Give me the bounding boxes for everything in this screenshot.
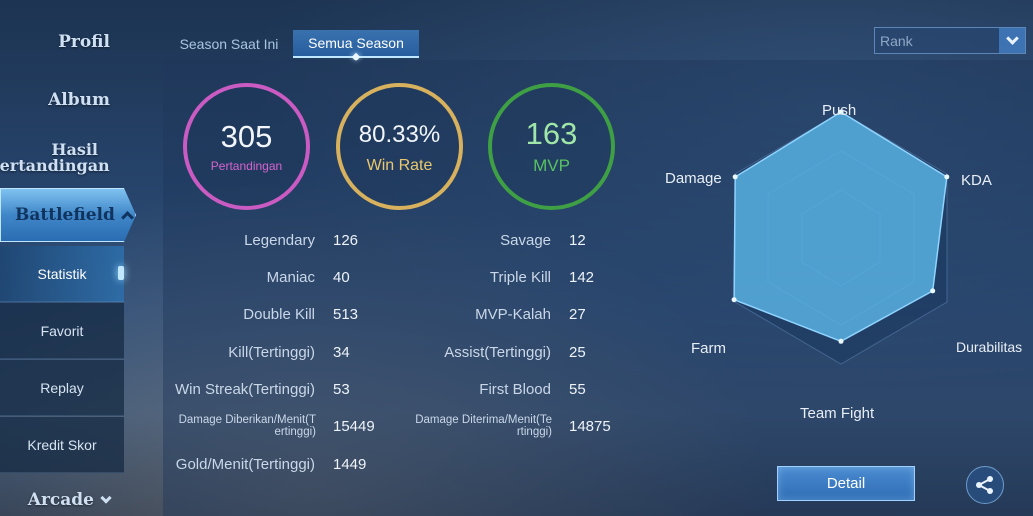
stat-label-line: Damage Diberikan/Menit(T — [178, 414, 316, 426]
sidebar-item-profil[interactable]: Profil — [58, 32, 110, 52]
stat-label-triple-kill: Triple Kill — [489, 269, 551, 286]
radar-point-damage — [732, 174, 738, 180]
sidebar: Profil Album Hasil Pertandingan Battlefi… — [0, 0, 160, 516]
stat-label-assist-tertinggi: Assist(Tertinggi) — [444, 344, 551, 361]
stat-label-gold-menit: Gold/Menit(Tertinggi) — [175, 456, 315, 473]
stat-value-savage: 12 — [569, 232, 586, 249]
stat-label-maniac: Maniac — [266, 269, 315, 286]
submenu-item-statistik[interactable]: Statistik — [0, 246, 124, 302]
chevron-down-icon[interactable] — [999, 28, 1025, 53]
sidebar-item-hasil-pertandingan[interactable]: Hasil Pertandingan — [0, 142, 112, 174]
radar-label-durabilitas: Durabilitas — [956, 339, 1023, 355]
radar-point-kda — [944, 174, 950, 180]
stat-label-double-kill: Double Kill — [243, 306, 315, 323]
stat-value-legendary: 126 — [333, 232, 359, 249]
mvp-circle: 163 MVP — [488, 83, 615, 210]
radar-label-kda: KDA — [961, 172, 992, 189]
share-icon — [976, 476, 993, 494]
tab-season-saat-ini[interactable]: Season Saat Ini — [179, 36, 279, 52]
mvp-value: 163 — [525, 116, 578, 151]
stat-label-mvp-kalah: MVP-Kalah — [475, 306, 551, 323]
stat-value-assist-tertinggi: 25 — [569, 344, 586, 361]
submenu-item-label: Replay — [40, 379, 84, 396]
stat-value-damage-diterima: 14875 — [569, 418, 611, 435]
stat-label-line: ertinggi) — [274, 426, 316, 438]
stat-label-damage-diberikan: Damage Diberikan/Menit(T ertinggi) — [162, 414, 316, 438]
detail-button[interactable]: Detail — [777, 466, 915, 501]
sidebar-item-label: Arcade — [27, 490, 94, 510]
submenu-item-label: Favorit — [40, 322, 84, 339]
stat-label-first-blood: First Blood — [479, 381, 551, 398]
stat-value-first-blood: 55 — [569, 381, 586, 398]
win-rate-circle: 80.33% Win Rate — [336, 83, 463, 210]
rank-select-value: Rank — [880, 32, 913, 49]
sidebar-item-label: Hasil — [51, 140, 98, 159]
radar-point-push — [838, 109, 844, 115]
stat-value-double-kill: 513 — [333, 306, 359, 323]
submenu-item-kredit-skor[interactable]: Kredit Skor — [0, 417, 124, 473]
chevron-up-icon — [121, 210, 134, 224]
sidebar-item-label: Pertandingan — [0, 156, 110, 175]
chevron-down-icon — [100, 492, 112, 504]
rank-select[interactable]: Rank — [874, 27, 1026, 54]
sidebar-item-label: Battlefield — [15, 205, 115, 225]
radar-stat-points — [731, 109, 950, 344]
mvp-label: MVP — [533, 156, 570, 175]
radar-label-farm: Farm — [691, 340, 726, 357]
radar-label-team-fight: Team Fight — [800, 405, 875, 422]
stat-value-damage-diberikan: 15449 — [333, 418, 375, 435]
battlefield-submenu: Statistik Favorit Replay Kredit Skor — [0, 246, 124, 486]
tab-semua-season[interactable]: Semua Season — [293, 30, 419, 58]
stat-label-line: Damage Diterima/Menit(Te — [415, 414, 552, 426]
stat-label-win-streak: Win Streak(Tertinggi) — [174, 381, 315, 398]
stat-label-line: rtinggi) — [516, 426, 552, 438]
radar-point-team_fight — [838, 338, 844, 344]
submenu-item-replay[interactable]: Replay — [0, 360, 124, 416]
sidebar-item-battlefield[interactable]: Battlefield — [0, 188, 136, 242]
stat-value-triple-kill: 142 — [569, 269, 595, 286]
submenu-item-label: Statistik — [37, 265, 87, 282]
games-played-circle: 305 Pertandingan — [183, 83, 310, 210]
sidebar-item-album[interactable]: Album — [48, 90, 110, 110]
stat-value-mvp-kalah: 27 — [569, 306, 586, 323]
submenu-item-favorit[interactable]: Favorit — [0, 303, 124, 359]
radar-point-durabilitas — [930, 288, 936, 294]
stat-value-win-streak: 53 — [333, 381, 350, 398]
win-rate-label: Win Rate — [366, 157, 433, 174]
stat-label-kill-tertinggi: Kill(Tertinggi) — [228, 344, 315, 361]
radar-label-push: Push — [822, 102, 857, 119]
win-rate-value: 80.33% — [358, 121, 441, 148]
stat-value-maniac: 40 — [333, 269, 350, 286]
games-played-label: Pertandingan — [210, 159, 283, 173]
share-button[interactable] — [966, 466, 1004, 504]
stat-value-kill-tertinggi: 34 — [333, 344, 350, 361]
radar-point-farm — [731, 297, 737, 303]
stat-label-legendary: Legendary — [244, 232, 315, 249]
submenu-item-label: Kredit Skor — [27, 436, 97, 453]
sidebar-item-arcade[interactable]: Arcade — [0, 492, 124, 509]
stat-label-damage-diterima: Damage Diterima/Menit(Te rtinggi) — [396, 414, 552, 438]
stat-label-savage: Savage — [500, 232, 551, 249]
radar-label-damage: Damage — [665, 170, 722, 187]
games-played-value: 305 — [220, 119, 273, 154]
radar-chart — [731, 109, 950, 365]
stat-value-gold-menit: 1449 — [333, 456, 367, 473]
